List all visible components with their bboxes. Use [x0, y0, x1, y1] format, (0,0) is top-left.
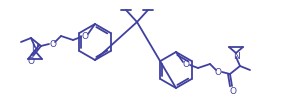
Text: O: O — [215, 67, 221, 76]
Text: O: O — [28, 56, 35, 65]
Text: O: O — [182, 59, 189, 68]
Text: O: O — [82, 32, 88, 41]
Text: N: N — [233, 52, 239, 60]
Text: N: N — [32, 44, 38, 53]
Text: O: O — [229, 86, 237, 95]
Text: O: O — [49, 40, 56, 49]
